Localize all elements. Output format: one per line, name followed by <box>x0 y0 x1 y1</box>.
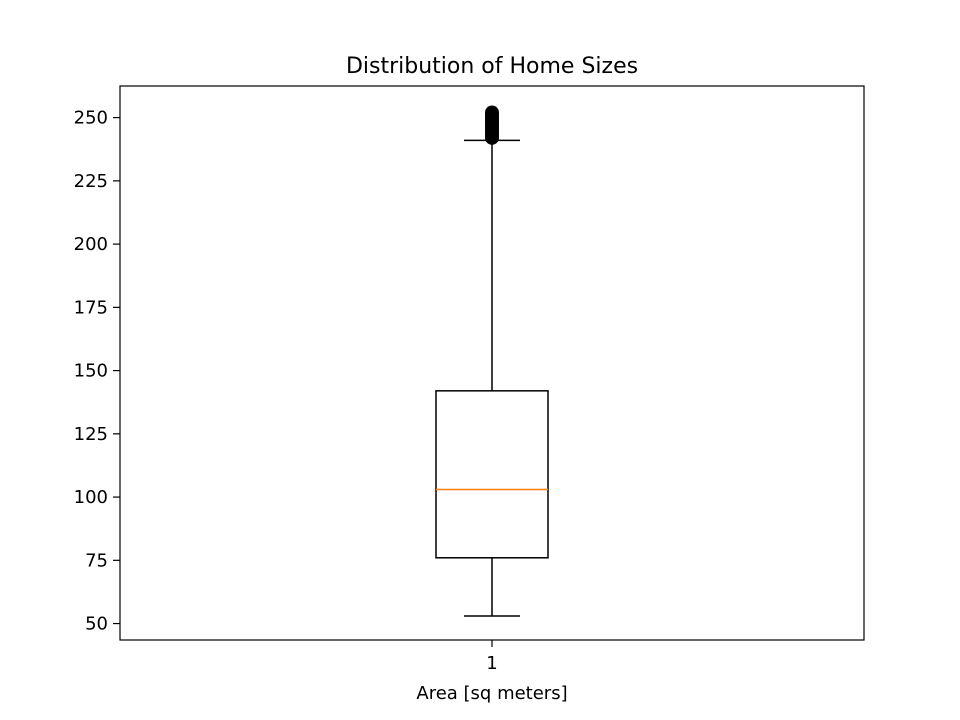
y-tick-label: 150 <box>74 361 108 382</box>
plot-area <box>435 105 549 617</box>
y-tick-label: 200 <box>74 234 108 255</box>
chart-title: Distribution of Home Sizes <box>346 54 638 79</box>
y-tick-label: 225 <box>74 171 108 192</box>
y-tick-label: 125 <box>74 424 108 445</box>
y-tick-label: 75 <box>85 550 108 571</box>
interquartile-box <box>435 390 549 559</box>
y-tick-label: 175 <box>74 297 108 318</box>
outlier-point <box>485 105 499 120</box>
axes: 50 75 100 125 150 175 200 225 250 1 <box>74 108 498 674</box>
x-axis-label: Area [sq meters] <box>416 683 567 704</box>
x-tick-label: 1 <box>486 653 497 674</box>
y-tick-label: 250 <box>74 108 108 129</box>
y-tick-label: 50 <box>85 614 108 635</box>
y-tick-label: 100 <box>74 487 108 508</box>
